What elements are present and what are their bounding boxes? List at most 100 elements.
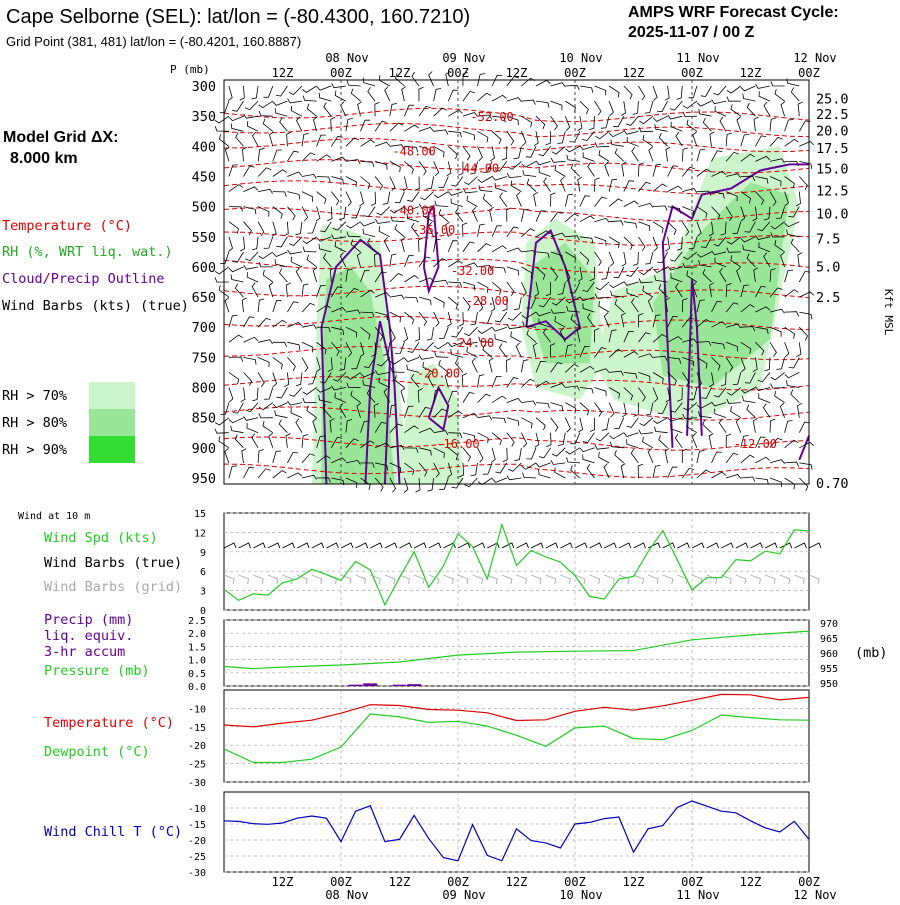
wind-barb [360,289,375,298]
wind-barb [579,195,591,207]
wind-barb [302,246,317,253]
wind-barb-true [735,542,749,549]
wind-barb-true [296,542,310,549]
wind-barb [656,100,668,113]
wind-barb [755,83,771,89]
wind-barb [506,377,519,388]
wind-barb [521,462,537,470]
wind-barb-grid [340,574,352,585]
wind-barb [451,477,464,489]
wind-barb [740,357,746,373]
wind-barb [594,328,600,343]
wind-barb [464,477,478,488]
wind-barb [491,376,502,388]
wind-barb [330,342,340,356]
wind-barb [345,159,361,165]
wind-barb [711,170,727,177]
wind-barb [755,456,770,464]
wind-barb [798,421,810,433]
wind-barb [404,447,419,453]
wind-barb [700,85,712,97]
wind-height-label: Wind at 10 m [18,511,90,522]
wind-barb [433,107,448,117]
wind-barb [790,87,800,102]
wind-barb [316,85,332,91]
wind-barb [535,462,551,468]
wind-barb [796,402,802,418]
wind-barb [534,432,540,448]
wind-barb [418,161,427,176]
wind-barb [360,161,375,168]
y-tick-label: 1.5 [188,642,206,653]
wind-barb [345,326,358,338]
wind-barb [490,146,495,162]
wind-barb [665,387,671,403]
precip-bar [363,683,378,686]
wind-barb [682,188,698,193]
wind-barb [550,232,566,238]
wind-barb [711,250,727,256]
bottom-time-tick: 12Z [506,875,528,889]
wind-barb-true [764,542,778,549]
wind-barb [623,281,639,286]
wind-barb [652,372,664,384]
wind-barb [389,462,402,473]
wind-barb [595,432,610,442]
wind-barb [786,380,800,388]
wind-barb [272,470,287,479]
y-tick-label: -20 [188,836,206,847]
wind-barb [374,141,391,147]
wind-barb [418,256,431,268]
wind-barb [740,435,749,448]
wind-barb [538,296,551,308]
wind-barb [444,372,450,388]
wind-barb [623,432,639,437]
wind-barb [241,297,247,313]
height-tick-label: 0.70 [816,476,849,492]
wind-barb [374,161,388,170]
wind-barb [755,135,767,147]
wind-barb [736,116,742,132]
wind-barb [667,336,683,343]
wind-barb [725,474,742,479]
wind-barb [433,311,440,327]
wind-barb [257,357,270,368]
wind-barb [433,238,441,252]
wind-barb [367,87,376,102]
wind-barb [491,74,503,87]
wind-barb [316,341,327,355]
wind-barb [287,150,299,162]
wind-barb [360,477,371,491]
wind-barb [681,298,688,313]
wind-barb [491,131,502,145]
wind-barb-true [267,542,281,549]
wind-barb [327,357,333,372]
wind-barb [613,116,625,128]
wind-barb [638,221,651,231]
wind-barb [316,191,327,204]
wind-barb [720,372,727,387]
wind-barb [639,417,654,427]
wind-barb [389,327,396,342]
wind-barb [725,357,734,372]
wind-barb [330,286,343,298]
wind-barb [638,162,644,177]
wind-barb [290,256,303,268]
wind-barb [521,432,528,448]
wind-barb [477,432,489,444]
wind-barb [769,176,782,187]
wind-barb [550,100,563,111]
wind-barb [725,132,733,147]
wind-barb [491,94,507,102]
wind-barb [763,206,771,221]
wind-barb [252,131,259,147]
wind-barb [577,266,583,282]
wind-barb [316,134,326,147]
wind-barb [550,211,563,222]
wind-barb [482,161,493,173]
wind-barb [784,326,796,339]
wind-barb [404,104,415,117]
wind-barb [491,225,502,237]
wind-barb [784,372,800,379]
wind-barb [499,192,508,207]
